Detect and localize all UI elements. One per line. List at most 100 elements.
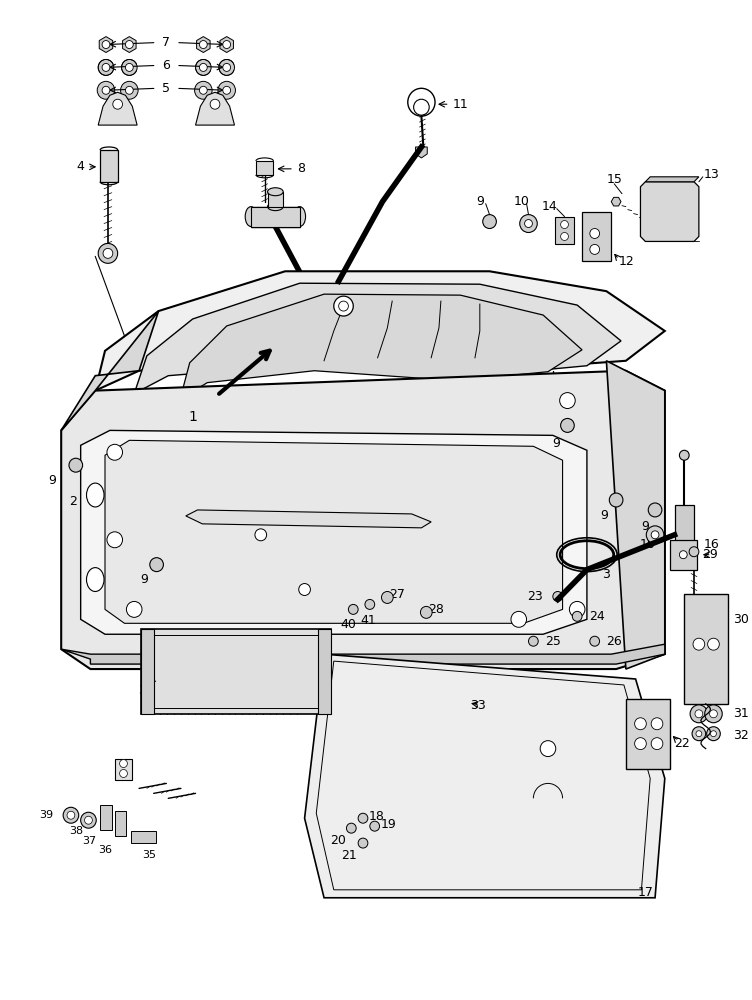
Circle shape — [223, 41, 231, 49]
Text: 31: 31 — [733, 707, 749, 720]
Bar — [675, 505, 694, 545]
Text: 8: 8 — [297, 162, 305, 175]
Text: 40: 40 — [341, 618, 356, 631]
Bar — [147, 635, 325, 708]
Circle shape — [590, 244, 599, 254]
Polygon shape — [196, 92, 235, 125]
Circle shape — [561, 232, 569, 240]
Circle shape — [520, 215, 537, 232]
Bar — [684, 594, 728, 704]
Text: 24: 24 — [589, 610, 605, 623]
Circle shape — [69, 458, 83, 472]
Text: 19: 19 — [381, 818, 396, 831]
Polygon shape — [61, 371, 665, 669]
Ellipse shape — [86, 568, 104, 591]
Circle shape — [553, 591, 562, 601]
Circle shape — [67, 811, 74, 819]
Text: 25: 25 — [545, 635, 561, 648]
Circle shape — [120, 760, 127, 768]
Text: 21: 21 — [341, 849, 357, 862]
Circle shape — [102, 63, 110, 71]
Polygon shape — [645, 177, 699, 182]
Bar — [582, 212, 611, 261]
Polygon shape — [305, 654, 665, 898]
Ellipse shape — [245, 207, 257, 227]
Circle shape — [63, 807, 79, 823]
Circle shape — [80, 812, 96, 828]
Polygon shape — [606, 361, 665, 669]
Ellipse shape — [268, 188, 284, 196]
Polygon shape — [99, 37, 113, 52]
Text: 1: 1 — [188, 410, 197, 424]
Bar — [251, 207, 300, 227]
Bar — [115, 811, 126, 836]
Text: 26: 26 — [606, 635, 622, 648]
Circle shape — [692, 727, 705, 741]
Circle shape — [635, 738, 646, 750]
Ellipse shape — [268, 203, 284, 211]
Bar — [268, 192, 284, 207]
Text: 32: 32 — [733, 729, 749, 742]
Text: 37: 37 — [83, 836, 96, 846]
Text: 35: 35 — [142, 850, 156, 860]
Circle shape — [651, 718, 663, 730]
Circle shape — [689, 547, 699, 557]
Circle shape — [561, 221, 569, 229]
Text: 36: 36 — [98, 845, 112, 855]
Circle shape — [358, 838, 368, 848]
Circle shape — [646, 526, 664, 544]
Circle shape — [370, 821, 380, 831]
Text: 9: 9 — [48, 474, 56, 487]
Text: 27: 27 — [389, 588, 405, 601]
Text: 10: 10 — [639, 538, 655, 551]
Polygon shape — [641, 182, 699, 241]
Circle shape — [84, 816, 92, 824]
Circle shape — [529, 636, 538, 646]
Text: 30: 30 — [733, 613, 749, 626]
Circle shape — [590, 229, 599, 238]
Bar — [100, 150, 117, 182]
Circle shape — [223, 63, 231, 71]
Circle shape — [223, 86, 231, 94]
Circle shape — [150, 558, 163, 572]
Text: 17: 17 — [638, 886, 653, 899]
Polygon shape — [123, 37, 136, 52]
Circle shape — [420, 606, 432, 618]
Text: 41: 41 — [360, 614, 376, 627]
Bar — [318, 629, 331, 714]
Text: 3: 3 — [602, 568, 611, 581]
Text: 9: 9 — [476, 195, 484, 208]
Text: 9: 9 — [552, 437, 559, 450]
Polygon shape — [186, 510, 431, 528]
Circle shape — [107, 444, 123, 460]
Text: 22: 22 — [675, 737, 690, 750]
Circle shape — [199, 86, 208, 94]
Text: 15: 15 — [606, 173, 622, 186]
Circle shape — [102, 41, 110, 49]
Circle shape — [107, 532, 123, 548]
Bar — [256, 161, 274, 175]
Circle shape — [635, 718, 646, 730]
Circle shape — [525, 220, 532, 228]
Circle shape — [651, 738, 663, 750]
Circle shape — [511, 611, 526, 627]
Text: 13: 13 — [704, 168, 720, 181]
Circle shape — [102, 86, 110, 94]
Circle shape — [559, 393, 575, 409]
Circle shape — [219, 59, 235, 75]
Circle shape — [126, 601, 142, 617]
Polygon shape — [80, 430, 587, 634]
Polygon shape — [180, 294, 582, 400]
Text: 5: 5 — [162, 82, 171, 95]
Bar — [555, 217, 575, 244]
Text: 11: 11 — [453, 98, 468, 111]
Circle shape — [299, 584, 311, 595]
Polygon shape — [105, 440, 562, 623]
Polygon shape — [61, 311, 159, 430]
Ellipse shape — [86, 483, 104, 507]
Circle shape — [483, 215, 496, 229]
Circle shape — [705, 705, 722, 723]
Circle shape — [99, 243, 117, 263]
Circle shape — [365, 599, 374, 609]
Circle shape — [195, 81, 212, 99]
